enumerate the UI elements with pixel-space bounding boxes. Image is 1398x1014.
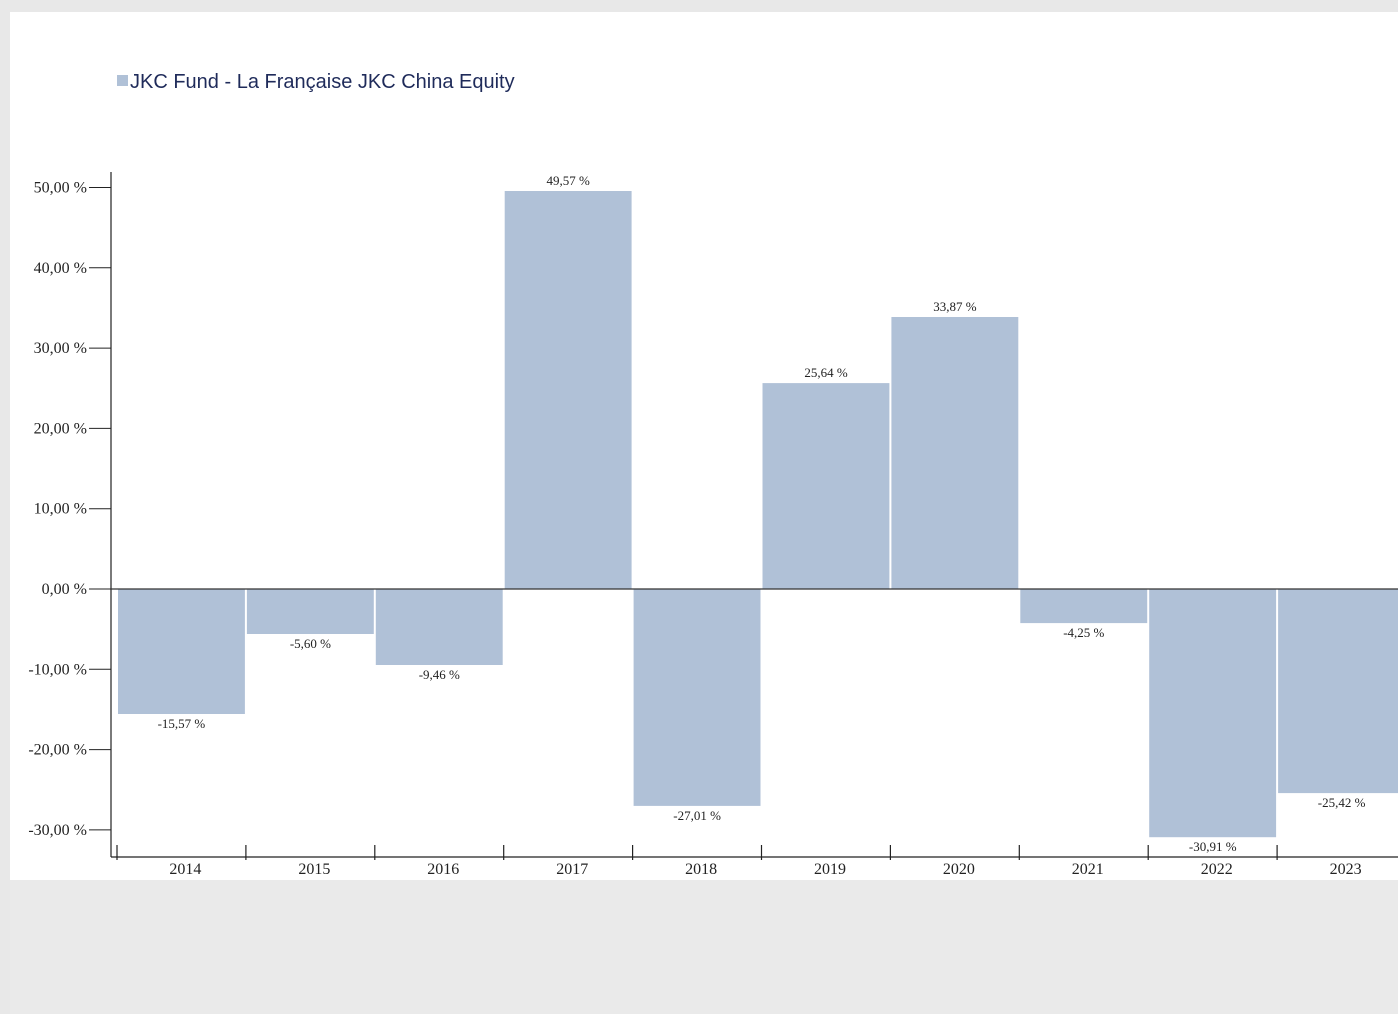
y-tick-label: 50,00 % — [34, 180, 87, 197]
x-tick-label-2023: 2023 — [1330, 861, 1362, 878]
data-label-2016: -9,46 % — [419, 667, 460, 682]
bars-group — [118, 191, 1398, 838]
y-tick-label: -10,00 % — [28, 661, 87, 678]
x-tick-label-2022: 2022 — [1201, 861, 1233, 878]
x-tick-label-2015: 2015 — [298, 861, 330, 878]
data-labels-group: -15,57 % -5,60 % -9,46 % 49,57 % -27,01 % 25,… — [158, 173, 1366, 854]
bar-2021 — [1020, 589, 1148, 624]
bar-chart: JKC Fund - La Française JKC China Equity… — [28, 71, 1398, 878]
y-tick-label: -30,00 % — [28, 822, 87, 839]
x-tick-label-2016: 2016 — [427, 861, 459, 878]
y-tick-label: 20,00 % — [34, 420, 87, 437]
y-tick-label: 40,00 % — [34, 260, 87, 277]
y-tick-label: -20,00 % — [28, 742, 87, 759]
legend-swatch — [117, 75, 128, 86]
data-label-2022: -30,91 % — [1189, 839, 1237, 854]
data-label-2017: 49,57 % — [547, 173, 591, 188]
x-tick-label-2017: 2017 — [556, 861, 588, 878]
bar-2018 — [633, 589, 761, 806]
bar-2022 — [1149, 589, 1277, 838]
legend-label: JKC Fund - La Française JKC China Equity — [130, 71, 515, 93]
bar-2017 — [504, 191, 632, 589]
y-tick-label: 10,00 % — [34, 501, 87, 518]
bar-2014 — [118, 589, 245, 714]
data-label-2015: -5,60 % — [290, 636, 331, 651]
data-label-2014: -15,57 % — [158, 716, 206, 731]
y-tick-label: 0,00 % — [42, 581, 87, 598]
x-tick-label-2020: 2020 — [943, 861, 975, 878]
data-label-2021: -4,25 % — [1063, 625, 1104, 640]
chart-frame: JKC Fund - La Française JKC China Equity… — [10, 12, 1398, 1014]
axes-group: 50,00 % 40,00 % 30,00 % 20,00 % 10,00 % 0,00 … — [28, 172, 1398, 878]
data-label-2023: -25,42 % — [1318, 795, 1366, 810]
x-tick-label-2018: 2018 — [685, 861, 717, 878]
x-tick-label-2019: 2019 — [814, 861, 846, 878]
x-tick-label-2014: 2014 — [169, 861, 201, 878]
data-label-2019: 25,64 % — [804, 365, 848, 380]
legend: JKC Fund - La Française JKC China Equity — [117, 71, 515, 93]
x-tick-label-2021: 2021 — [1072, 861, 1104, 878]
bar-2020 — [891, 317, 1019, 589]
bar-2016 — [375, 589, 503, 665]
bar-2019 — [762, 383, 890, 589]
y-tick-label: 30,00 % — [34, 340, 87, 357]
data-label-2018: -27,01 % — [673, 808, 721, 823]
bar-2023 — [1278, 589, 1398, 794]
data-label-2020: 33,87 % — [933, 299, 977, 314]
bar-2015 — [246, 589, 374, 634]
footer-area — [10, 880, 1398, 1014]
